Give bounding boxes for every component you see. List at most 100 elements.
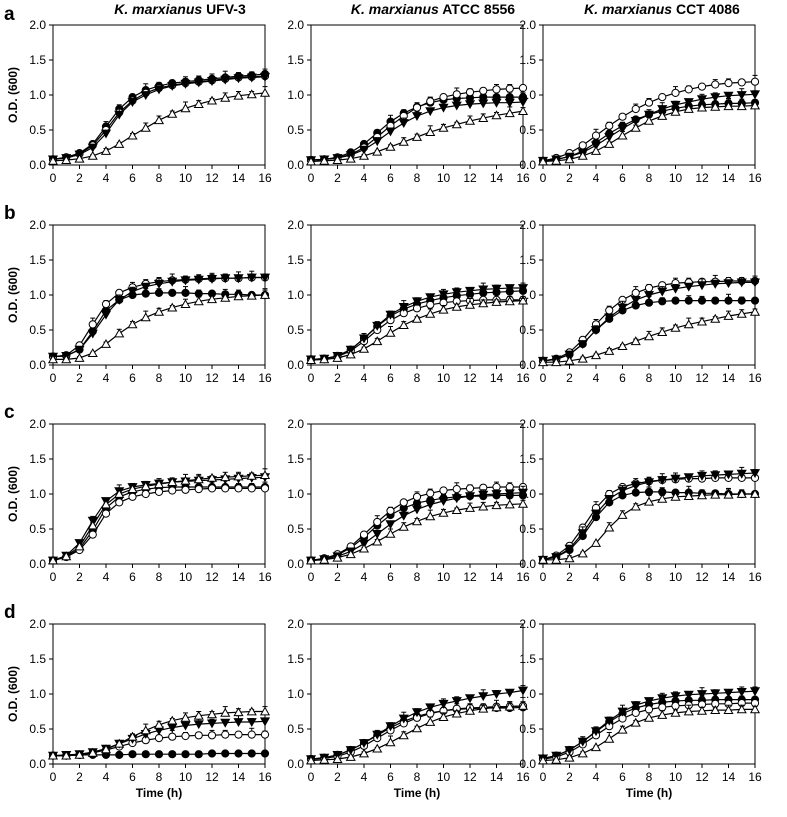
data-point xyxy=(670,106,681,116)
column-title-species: K. marxianus xyxy=(114,1,202,17)
data-point xyxy=(220,92,231,102)
data-point xyxy=(358,748,370,758)
data-point xyxy=(385,141,396,151)
data-point xyxy=(385,327,396,337)
y-tick-label: 0.5 xyxy=(519,722,536,736)
x-tick-label: 12 xyxy=(695,770,709,784)
data-point xyxy=(683,473,694,483)
data-point xyxy=(425,308,436,318)
data-point xyxy=(517,106,529,115)
data-point xyxy=(221,484,230,493)
data-point xyxy=(180,299,191,308)
x-tick-label: 8 xyxy=(156,171,163,185)
data-point xyxy=(247,749,256,758)
data-point xyxy=(193,275,204,285)
data-point xyxy=(578,141,587,150)
x-tick-label: 16 xyxy=(516,570,530,584)
column-title-species: K. marxianus xyxy=(351,1,439,17)
data-point xyxy=(643,478,655,488)
data-point xyxy=(114,488,125,498)
x-tick-label: 14 xyxy=(490,371,504,385)
data-point xyxy=(372,730,383,740)
x-tick-label: 16 xyxy=(748,570,762,584)
x-tick-label: 10 xyxy=(669,171,683,185)
x-tick-label: 2 xyxy=(76,570,83,584)
x-tick-label: 16 xyxy=(516,770,530,784)
x-tick-label: 0 xyxy=(540,770,547,784)
series-open-triangle-up xyxy=(537,99,761,166)
data-point xyxy=(127,287,138,297)
data-point xyxy=(74,153,85,163)
series-open-triangle-up xyxy=(305,295,529,364)
x-tick-label: 6 xyxy=(129,171,136,185)
x-tick-label: 8 xyxy=(646,371,653,385)
data-point xyxy=(47,354,59,364)
series-filled-triangle-down xyxy=(537,686,761,764)
y-tick-label: 0.5 xyxy=(519,522,536,536)
data-point xyxy=(74,749,85,759)
data-point xyxy=(193,78,204,88)
data-point xyxy=(100,744,112,754)
x-tick-label: 4 xyxy=(103,171,110,185)
data-point xyxy=(260,730,270,739)
x-tick-label: 10 xyxy=(179,570,193,584)
x-tick-label: 14 xyxy=(232,570,246,584)
data-point xyxy=(259,706,271,716)
data-point xyxy=(207,731,217,740)
data-point xyxy=(451,101,462,111)
data-point xyxy=(206,275,218,284)
x-tick-label: 14 xyxy=(490,171,504,185)
data-point xyxy=(425,107,436,117)
y-tick-label: 1.5 xyxy=(29,452,46,466)
data-point xyxy=(168,732,177,741)
data-point xyxy=(115,750,124,760)
data-point xyxy=(87,747,98,757)
data-point xyxy=(537,554,549,564)
x-tick-label: 2 xyxy=(566,171,573,185)
data-point xyxy=(491,702,502,712)
data-point xyxy=(643,712,655,722)
data-point xyxy=(537,357,549,367)
data-point xyxy=(478,113,489,122)
x-tick-label: 2 xyxy=(76,371,83,385)
y-axis-title: O.D. (600) xyxy=(6,666,20,722)
data-point xyxy=(167,82,178,91)
data-point xyxy=(234,730,243,739)
data-point xyxy=(491,296,502,306)
data-point xyxy=(167,108,178,118)
y-tick-label: 1.5 xyxy=(519,53,536,67)
y-tick-label: 0.5 xyxy=(29,722,46,736)
data-point xyxy=(551,357,562,367)
data-point xyxy=(221,749,230,758)
y-tick-label: 1.0 xyxy=(287,487,304,501)
data-point xyxy=(564,746,575,756)
data-point xyxy=(206,95,218,105)
y-tick-label: 0.0 xyxy=(519,557,536,571)
x-tick-label: 4 xyxy=(103,770,110,784)
data-point xyxy=(451,505,462,514)
data-point xyxy=(305,355,317,364)
data-point xyxy=(564,154,575,164)
y-tick-label: 2.0 xyxy=(519,18,536,32)
data-point xyxy=(590,509,602,519)
data-point xyxy=(479,86,488,95)
data-point xyxy=(438,507,449,517)
data-point xyxy=(233,274,244,284)
data-point xyxy=(671,296,680,305)
data-point xyxy=(671,88,680,98)
data-point xyxy=(643,331,655,341)
x-tick-label: 4 xyxy=(593,371,600,385)
data-point xyxy=(332,155,343,164)
data-point xyxy=(670,491,681,501)
series-open-triangle-up xyxy=(47,468,271,565)
data-point xyxy=(411,313,423,323)
data-point xyxy=(517,700,529,710)
data-point xyxy=(220,75,231,85)
chart-panel-c-1: 0.0 0.5 1.0 1.5 2.0 0 2 4 6 8 10 12 14 16 O.D. (600) xyxy=(6,417,272,584)
data-point xyxy=(260,484,270,493)
data-point xyxy=(683,319,694,329)
chart-panel-d-3: 0.0 0.5 1.0 1.5 2.0 0 2 4 6 8 10 12 14 16 Time (h) xyxy=(519,617,762,800)
data-point xyxy=(711,80,720,89)
y-tick-label: 0.5 xyxy=(29,123,46,137)
x-tick-label: 10 xyxy=(669,570,683,584)
